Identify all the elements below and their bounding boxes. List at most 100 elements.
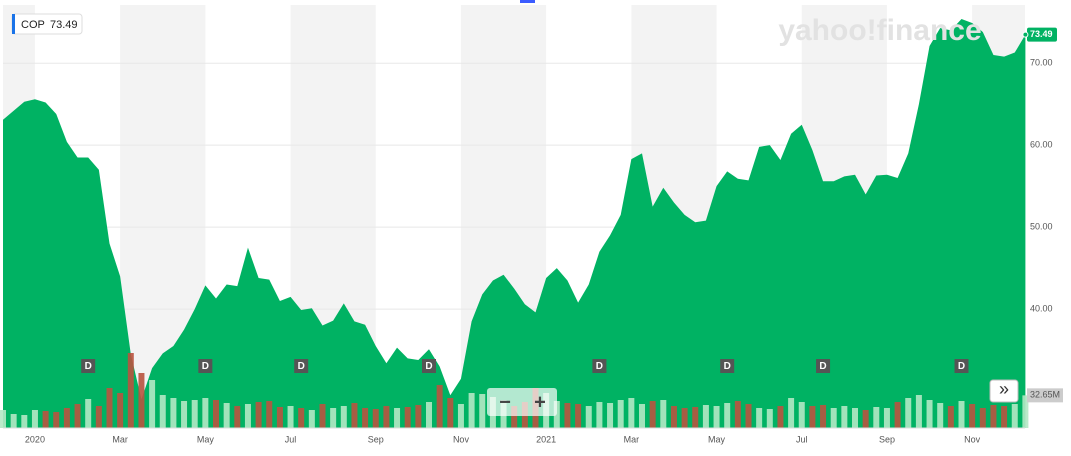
dividend-marker [422,359,436,373]
volume-bar [649,401,656,428]
scroll-button-box[interactable] [989,379,1019,403]
volume-bar [798,402,805,428]
volume-bar [330,408,337,428]
volume-bar [607,403,614,428]
volume-bar [436,385,443,428]
x-tick-label: Mar [624,434,640,444]
zoom-controls: − + [487,388,557,416]
volume-bar [223,403,230,428]
volume-bar [234,406,241,428]
dividend-marker [592,359,607,373]
volume-bar [681,408,688,428]
volume-bar [820,405,827,428]
last-point [1022,31,1029,38]
volume-bar [1001,406,1008,428]
volume-bar [862,410,869,428]
volume-bar [777,406,784,428]
volume-bar [564,403,571,428]
volume-label: 32.65M [1030,390,1060,400]
volume-bar [383,406,390,428]
volume-bar [873,407,880,428]
volume-bar [1011,404,1018,428]
volume-bar [766,409,773,428]
volume-bar [734,401,741,428]
volume-bar [756,408,763,428]
zoom-in[interactable]: + [534,391,546,413]
volume-bar [42,411,49,428]
volume-bar [745,404,752,428]
volume-bar [841,406,848,428]
volume-bar [426,402,432,428]
y-tick-label: 70.00 [1030,58,1053,68]
volume-bar [990,405,997,428]
volume-bar [830,408,837,428]
dividend-marker [198,359,213,373]
x-tick-label: Jul [285,434,297,444]
volume-bar [255,402,262,428]
volume-bar [308,410,315,428]
volume-bar [394,408,401,428]
volume-bar [191,400,198,428]
dividend-label: D [425,361,432,372]
volume-bar [553,401,560,428]
volume-bar [319,404,326,428]
volume-bar [138,373,145,428]
badge-accent [12,14,15,34]
volume-bar [372,409,379,428]
volume-bar [351,403,358,428]
volume-bar [905,398,912,428]
volume-bar [596,402,603,428]
volume-bar [244,404,251,428]
dividend-label: D [85,361,92,372]
volume-bar [85,399,92,428]
volume-bar [127,353,134,428]
x-tick-label: May [708,434,726,444]
volume-bar [53,412,60,428]
volume-bar [713,406,720,428]
volume-bar [404,407,411,428]
volume-bar [628,398,635,428]
x-tick-label: Sep [879,434,895,444]
volume-bar [181,401,188,428]
dividend-marker [816,359,831,373]
x-tick-label: Mar [112,434,128,444]
dividend-label: D [724,361,731,372]
x-tick-label: 2021 [536,434,556,444]
price-area [3,18,1026,428]
volume-bar [213,400,219,428]
volume-bar [106,388,113,428]
zoom-out[interactable]: − [499,391,511,413]
ticker-badge: COP 73.49 [11,13,83,35]
x-tick-label: Sep [368,434,384,444]
volume-bar [479,394,486,428]
volume-bar [937,403,944,428]
volume-bar [894,402,901,428]
dividend-marker [294,359,309,373]
volume-bar [362,408,369,428]
volume-bar [617,400,624,428]
dividend-marker [954,359,969,373]
volume-bar [298,408,305,428]
x-tick-label: Jul [796,434,808,444]
x-tick-label: Nov [964,434,981,444]
volume-bar [117,393,124,428]
volume-bar [958,401,965,428]
x-tick-label: Nov [453,434,470,444]
scroll-button[interactable]: » [999,379,1009,399]
volume-bar [95,406,102,428]
volume-bar [915,395,922,428]
ticker: COP [21,19,45,31]
volume-bar [276,407,283,428]
volume-bar [670,406,677,428]
volume-bar [926,400,933,428]
volume-bar [31,410,38,428]
volume-bar [340,406,347,428]
y-tick-label: 50.00 [1030,222,1053,232]
volume-bar [1022,395,1029,428]
volume-bar [724,403,731,428]
zoom-box [487,388,557,416]
volume-bar [170,398,177,428]
volume-bar [969,404,976,428]
dividend-marker [81,359,96,373]
